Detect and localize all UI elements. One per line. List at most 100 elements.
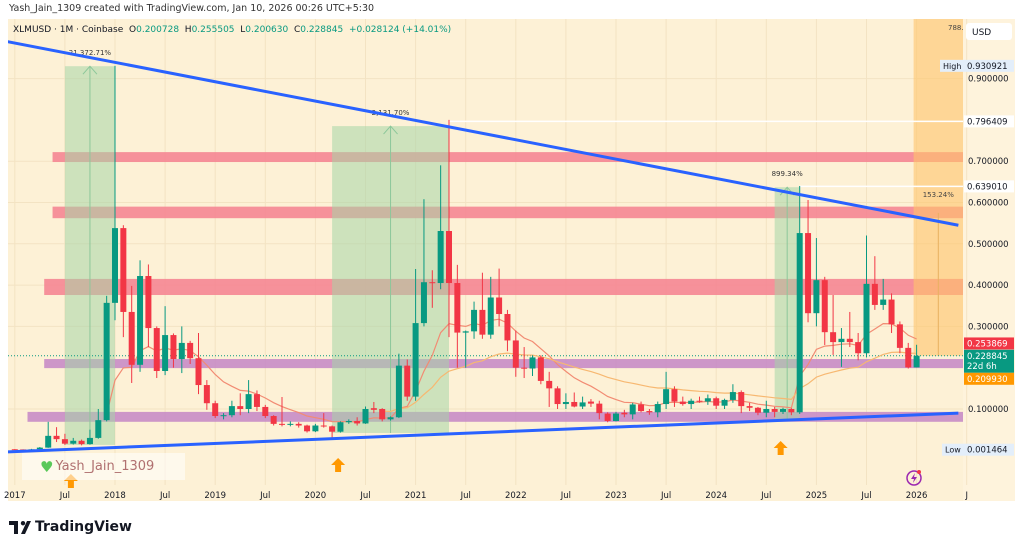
candle — [487, 276, 494, 339]
candle-body — [913, 355, 920, 368]
line-price-label: 0.639010 — [967, 182, 1008, 192]
candle — [654, 401, 661, 418]
candle — [404, 359, 411, 401]
candle-body — [579, 402, 586, 407]
candle-body — [103, 302, 110, 421]
tradingview-logo[interactable]: TradingView — [9, 519, 132, 535]
open-value: 0.200728 — [136, 25, 180, 35]
candle — [78, 439, 85, 446]
candle — [262, 404, 269, 419]
candle — [379, 408, 386, 422]
candle-body — [312, 425, 319, 432]
low-value: 0.200630 — [245, 25, 289, 35]
candle — [696, 396, 703, 403]
candle-body — [896, 324, 903, 348]
candle — [312, 423, 319, 433]
candle-body — [11, 449, 18, 451]
candle — [704, 394, 711, 405]
candle — [629, 402, 636, 420]
candle — [763, 400, 770, 418]
lightning-icon[interactable] — [906, 470, 922, 486]
candle-body — [370, 408, 377, 410]
candle-body — [387, 417, 394, 420]
candle-body — [688, 400, 695, 405]
candle — [846, 311, 853, 348]
time-axis-label: Jul — [560, 491, 571, 501]
candle-body — [754, 407, 761, 413]
trendlines[interactable] — [6, 40, 959, 454]
time-axis[interactable]: 2017 Jul 2018 Jul 2019 Jul 2020 Jul 2021 Jul 2022 J… — [4, 491, 968, 501]
candle-body — [446, 230, 452, 284]
candle-body — [537, 357, 544, 381]
open-label: O — [129, 25, 137, 35]
candle — [679, 396, 686, 406]
moving-averages — [106, 318, 917, 423]
time-axis-label: 2025 — [806, 491, 828, 501]
candle — [830, 295, 837, 355]
symbol-label[interactable]: XLMUSD · 1M · Coinbase — [13, 25, 124, 35]
candle — [771, 406, 778, 418]
candle-body — [771, 409, 778, 412]
range-percent-label: 21,372.71% — [69, 49, 112, 57]
candle-body — [437, 230, 444, 284]
candle-body — [663, 389, 670, 405]
candle-body — [320, 425, 327, 427]
price-axis-labels: 0.900000 0.700000 0.600000 0.500000 0.400000… — [940, 59, 1014, 456]
candle — [738, 390, 745, 414]
candle — [838, 328, 845, 367]
range-arrow-head — [383, 125, 398, 135]
candle — [713, 396, 720, 409]
candle-body — [228, 406, 235, 416]
time-axis-label: Jul — [460, 491, 471, 501]
candle-body — [788, 409, 795, 413]
candle — [479, 272, 486, 339]
candle-body — [412, 323, 419, 397]
last-price-bg — [964, 349, 1014, 373]
candle-body — [395, 365, 402, 418]
resistance-zone — [52, 152, 963, 163]
chart-background — [8, 19, 1015, 501]
slow-ma-price-label-bg — [964, 372, 1014, 385]
low-price-label-bg — [964, 443, 1014, 456]
price-axis-label: 0.600000 — [968, 199, 1009, 209]
candle — [437, 165, 444, 290]
candle-body — [621, 412, 628, 415]
candle-body — [145, 276, 152, 329]
candle — [880, 278, 887, 310]
candle — [537, 355, 544, 385]
candle — [646, 409, 653, 415]
time-axis-label: Jul — [660, 491, 671, 501]
candle-body — [454, 283, 461, 333]
candle — [53, 427, 60, 443]
slow-moving-average — [382, 351, 917, 413]
candle-body — [496, 297, 503, 315]
candle-body — [646, 411, 653, 413]
candle-body — [345, 420, 352, 423]
watermark-text: Yash_Jain_1309 — [55, 459, 155, 474]
price-axis[interactable] — [963, 19, 1015, 501]
candle-body — [95, 420, 102, 438]
candles — [11, 65, 920, 451]
candle-body — [287, 423, 294, 425]
fast-moving-average — [106, 318, 917, 423]
candle — [320, 413, 327, 428]
time-axis-label: 2022 — [505, 491, 527, 501]
candle-body — [479, 309, 486, 335]
currency-button[interactable]: USD — [966, 23, 1012, 40]
candle-body — [212, 403, 219, 417]
price-axis-label: 0.400000 — [968, 281, 1009, 291]
candle-body — [713, 398, 720, 406]
candle — [228, 400, 235, 418]
candle — [420, 199, 427, 327]
candle — [579, 396, 586, 409]
candle — [429, 270, 436, 308]
candle — [587, 399, 594, 407]
candle — [329, 425, 336, 440]
candle — [621, 409, 628, 418]
candle-body — [237, 406, 244, 409]
range-percent-label: 899.34% — [772, 170, 803, 178]
candle — [813, 238, 820, 327]
candle-body — [487, 297, 494, 335]
candle — [203, 380, 210, 410]
